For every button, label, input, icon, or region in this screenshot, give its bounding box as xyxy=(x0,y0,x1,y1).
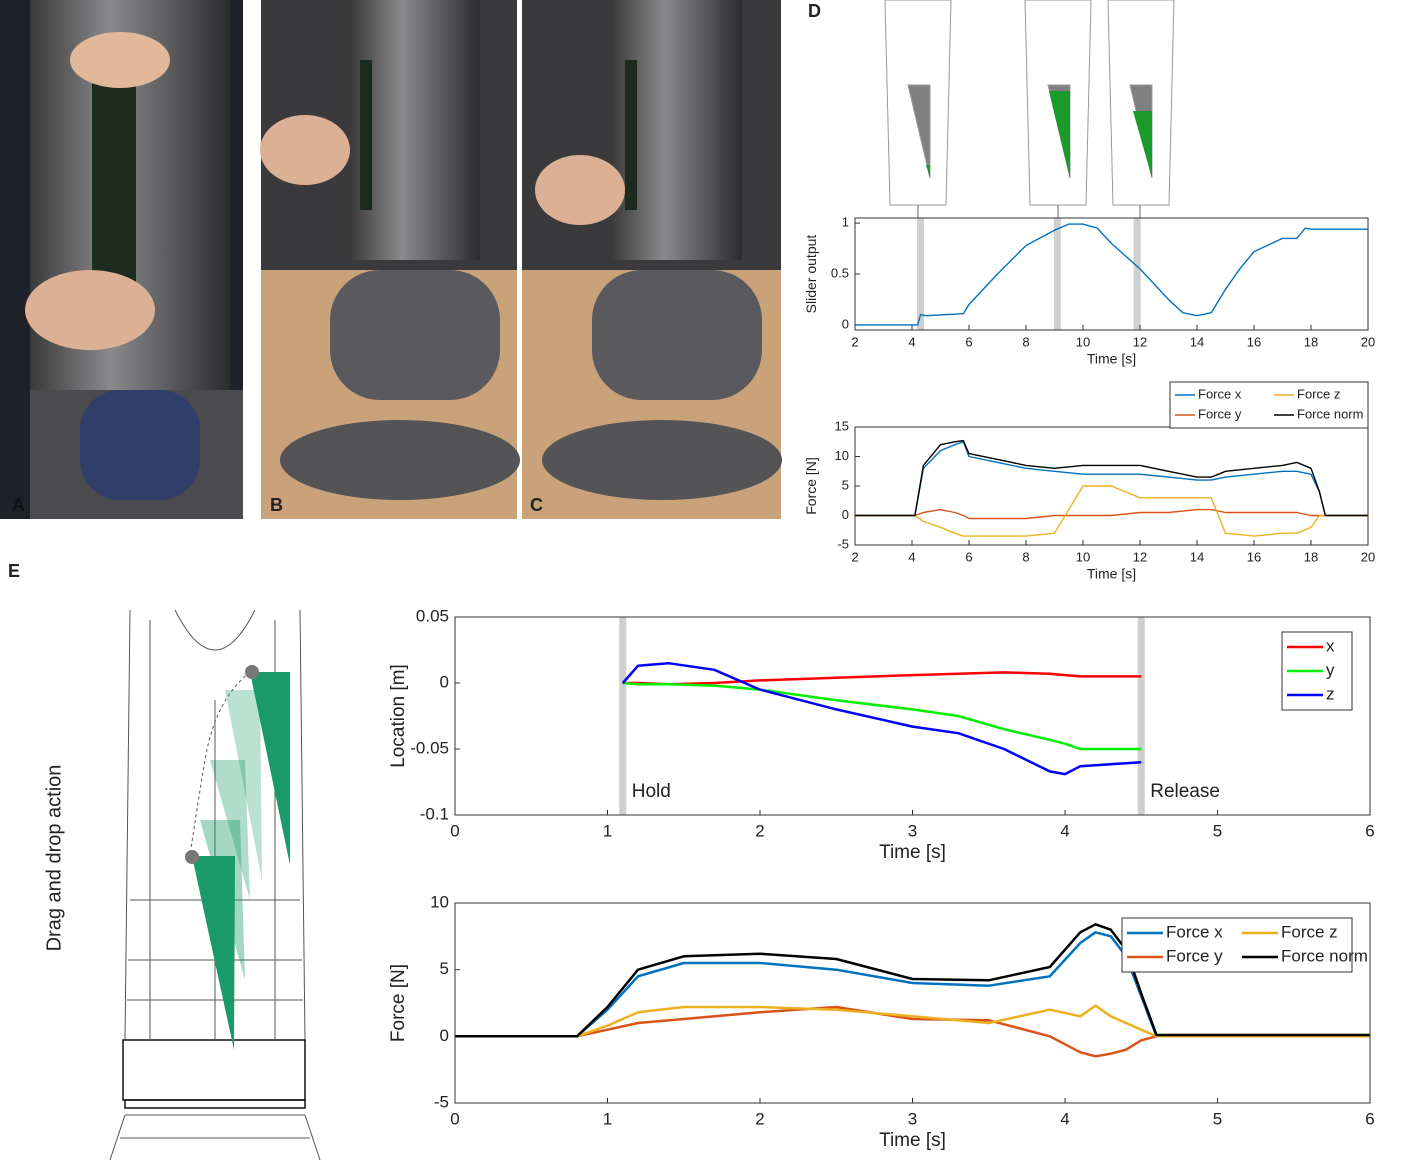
panel-label: B xyxy=(270,495,283,515)
x-tick-label: 6 xyxy=(965,549,972,564)
y-tick-label: -0.05 xyxy=(410,738,449,757)
x-tick-label: 4 xyxy=(1060,1109,1069,1128)
x-tick-label: 0 xyxy=(450,821,459,840)
x-tick-label: 20 xyxy=(1361,334,1375,349)
x-tick-label: 4 xyxy=(1060,821,1069,840)
slider-ghosts xyxy=(185,665,290,1050)
x-tick-label: 18 xyxy=(1304,549,1318,564)
y-tick-label: 10 xyxy=(835,448,849,463)
panel-label: D xyxy=(808,1,821,21)
x-tick-label: 10 xyxy=(1076,549,1090,564)
y-tick-label: 10 xyxy=(430,892,449,911)
series-line xyxy=(855,510,1368,519)
legend-label: x xyxy=(1326,636,1335,655)
legend-label: Force norm xyxy=(1281,946,1368,965)
y-axis-label: Slider output xyxy=(803,235,819,314)
x-tick-label: 1 xyxy=(603,1109,612,1128)
x-axis-label: Time [s] xyxy=(1087,351,1136,367)
legend-label: Force y xyxy=(1166,946,1223,965)
event-band xyxy=(1054,218,1061,330)
y-tick-label: -0.1 xyxy=(420,804,449,823)
x-tick-label: 14 xyxy=(1190,334,1204,349)
legend-label: Force z xyxy=(1297,386,1340,401)
y-tick-label: 0 xyxy=(440,1026,449,1045)
y-tick-label: -5 xyxy=(434,1092,449,1111)
panel-label: E xyxy=(8,561,20,581)
x-tick-label: 20 xyxy=(1361,549,1375,564)
axes-frame xyxy=(855,218,1368,330)
figure: A B C D E Drag and drop action 246810121… xyxy=(0,0,1402,1167)
series-line xyxy=(855,441,1368,516)
y-tick-label: 5 xyxy=(842,477,849,492)
y-tick-label: -5 xyxy=(837,536,849,551)
x-tick-label: 1 xyxy=(603,821,612,840)
series-line xyxy=(855,224,1368,325)
panel-label: C xyxy=(530,495,543,515)
x-tick-label: 18 xyxy=(1304,334,1318,349)
x-tick-label: 12 xyxy=(1133,549,1147,564)
x-tick-label: 5 xyxy=(1213,1109,1222,1128)
y-tick-label: 5 xyxy=(440,959,449,978)
x-axis-label: Time [s] xyxy=(879,842,946,863)
event-band xyxy=(619,617,626,815)
x-tick-label: 6 xyxy=(1365,821,1374,840)
side-label: Drag and drop action xyxy=(43,765,65,952)
x-tick-label: 10 xyxy=(1076,334,1090,349)
x-axis-label: Time [s] xyxy=(879,1130,946,1151)
x-tick-label: 4 xyxy=(908,334,915,349)
x-tick-label: 6 xyxy=(1365,1109,1374,1128)
x-tick-label: 3 xyxy=(908,821,917,840)
series-line xyxy=(855,442,1368,516)
x-tick-label: 16 xyxy=(1247,334,1261,349)
panel-label: A xyxy=(12,495,25,515)
legend-label: Force y xyxy=(1198,406,1242,421)
x-tick-label: 4 xyxy=(908,549,915,564)
event-band xyxy=(917,218,924,330)
x-tick-label: 8 xyxy=(1022,334,1029,349)
x-tick-label: 3 xyxy=(908,1109,917,1128)
legend-label: Force x xyxy=(1198,386,1242,401)
legend-label: Force norm xyxy=(1297,406,1363,421)
x-tick-label: 2 xyxy=(755,1109,764,1128)
device-sketches xyxy=(885,0,1174,218)
legend-label: Force z xyxy=(1281,922,1338,941)
photo-c xyxy=(522,0,782,519)
y-tick-label: 1 xyxy=(842,215,849,230)
x-tick-label: 2 xyxy=(755,821,764,840)
series-line xyxy=(623,663,1142,774)
x-tick-label: 2 xyxy=(851,549,858,564)
series-line xyxy=(623,683,1142,749)
y-tick-label: 0 xyxy=(440,672,449,691)
x-tick-label: 14 xyxy=(1190,549,1204,564)
photo-a xyxy=(0,0,243,519)
x-tick-label: 2 xyxy=(851,334,858,349)
y-tick-label: 0.5 xyxy=(831,265,849,280)
event-band xyxy=(1138,617,1145,815)
x-tick-label: 0 xyxy=(450,1109,459,1128)
event-label: Release xyxy=(1150,781,1220,802)
y-tick-label: 15 xyxy=(835,418,849,433)
y-tick-label: 0 xyxy=(842,316,849,331)
x-tick-label: 12 xyxy=(1133,334,1147,349)
legend-label: Force x xyxy=(1166,922,1223,941)
y-tick-label: 0 xyxy=(842,507,849,522)
y-tick-label: 0.05 xyxy=(416,606,449,625)
legend-label: z xyxy=(1326,684,1335,703)
y-axis-label: Force [N] xyxy=(388,964,409,1042)
x-tick-label: 8 xyxy=(1022,549,1029,564)
series-line xyxy=(623,672,1142,684)
x-axis-label: Time [s] xyxy=(1087,566,1136,582)
legend-label: y xyxy=(1326,660,1335,679)
event-label: Hold xyxy=(632,781,671,802)
x-tick-label: 6 xyxy=(965,334,972,349)
axes-frame xyxy=(455,617,1370,815)
photo-b xyxy=(260,0,520,519)
x-tick-label: 5 xyxy=(1213,821,1222,840)
event-band xyxy=(1134,218,1141,330)
x-tick-label: 16 xyxy=(1247,549,1261,564)
y-axis-label: Force [N] xyxy=(803,457,819,515)
y-axis-label: Location [m] xyxy=(388,664,409,768)
